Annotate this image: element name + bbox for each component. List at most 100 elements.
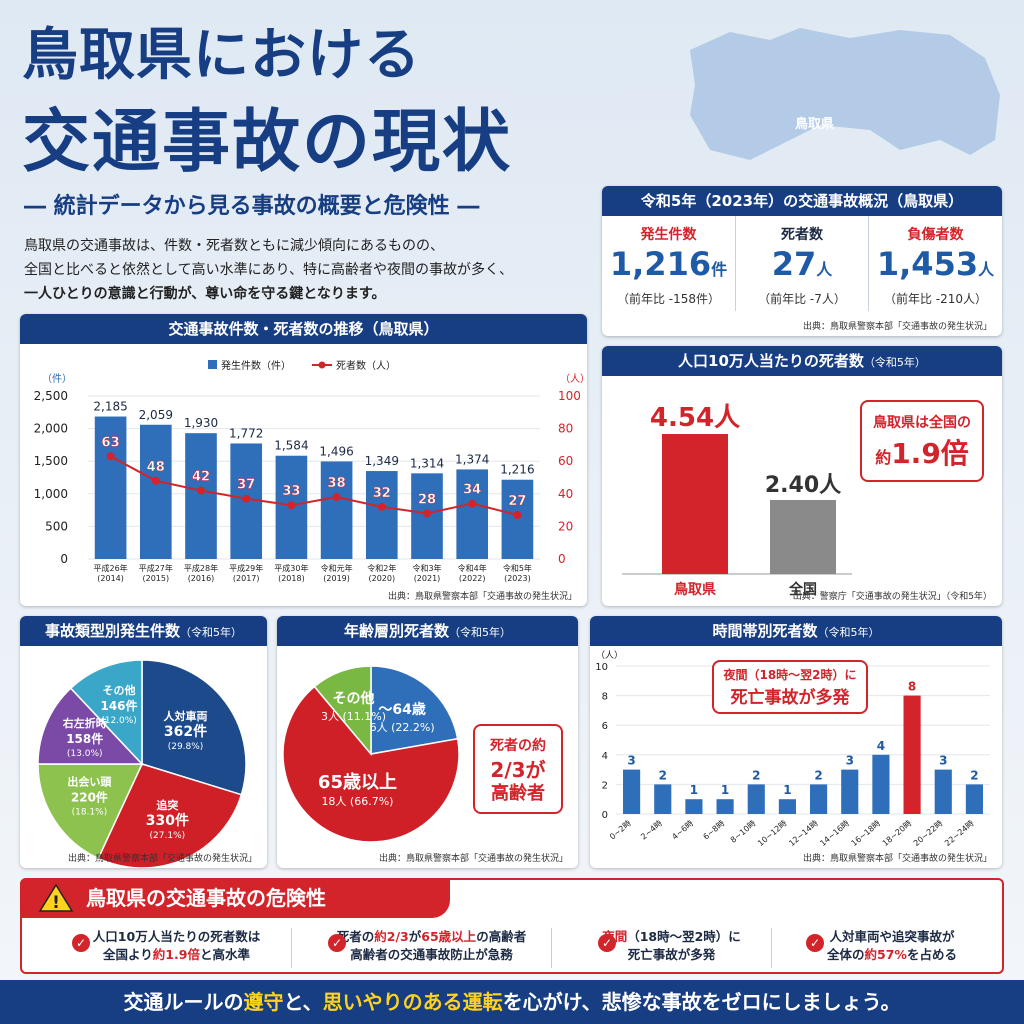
bar-value-label: 2,059 (139, 408, 173, 422)
source-note: 出典：鳥取県警察本部「交通事故の発生状況」 (802, 854, 992, 864)
risk-item: ✓ 死者の約2/3が65歳以上の高齢者 高齢者の交通事故防止が急務 (312, 928, 552, 968)
trend-panel: 交通事故件数・死者数の推移（鳥取県） （件） （人） 発生件数（件） 死者数（人） 0 0… (20, 314, 587, 606)
death-value-label: 33 (282, 484, 300, 499)
bar-value-label: 1,496 (319, 444, 353, 458)
left-tick-label: 2,500 (34, 389, 68, 403)
death-marker (106, 452, 115, 461)
x-tick-label: 4~6時 (670, 819, 695, 842)
legend-line-label: 死者数（人） (336, 359, 396, 372)
slice-name: ～64歳 (378, 701, 425, 718)
bar (623, 769, 641, 814)
summary-cell-accidents: 発生件数 1,216件 （前年比 -158件） (602, 216, 736, 311)
bar-value-label: 1,349 (365, 454, 399, 468)
bar-value-label: 8 (908, 680, 916, 694)
intro-line: 鳥取県の交通事故は、件数・死者数ともに減少傾向にあるものの、 (24, 238, 444, 254)
left-tick-label: 2,000 (34, 422, 68, 436)
pie-slice (141, 659, 247, 796)
x-tick-label: 12~14時 (787, 819, 820, 848)
pie-slice (97, 763, 243, 868)
intro-text: 鳥取県の交通事故は、件数・死者数ともに減少傾向にあるものの、 全国と比べると依然… (24, 234, 584, 306)
bar-value-label: 3 (939, 754, 947, 768)
x-tick-label: 平成29年 (229, 563, 263, 573)
bar-value-label: 4.54人 (650, 403, 740, 433)
death-value-label: 48 (147, 460, 165, 475)
page-title-line1: 鳥取県における (22, 22, 421, 88)
x-tick-year: (2021) (414, 574, 441, 583)
bar-value-label: 1 (690, 783, 698, 797)
death-value-label: 34 (463, 483, 481, 498)
per-capita-panel: 人口10万人当たりの死者数（令和5年） 4.54人 鳥取県 2.40人 全国 鳥取県は… (602, 346, 1002, 606)
bar-value-label: 1,772 (229, 426, 263, 440)
slice-value: 18人 (66.7%) (321, 795, 393, 808)
age-title: 年齢層別死者数（令和5年） (277, 616, 578, 646)
summary-value: 27人 (771, 245, 833, 283)
slice-name: 人対車両 (164, 709, 208, 723)
x-tick-label: 令和元年 (321, 563, 353, 573)
death-marker (332, 493, 341, 502)
legend-line-marker (318, 361, 326, 369)
bar (716, 799, 734, 814)
bar-value-label: 1,584 (274, 439, 308, 453)
slice-value: 158件 (66, 731, 103, 746)
legend-bar-label: 発生件数（件） (221, 359, 291, 372)
x-tick-label: 平成27年 (139, 563, 173, 573)
bar (810, 784, 828, 814)
risk-item: ✓ 人口10万人当たりの死者数は 全国より約1.9倍と高水準 (62, 928, 292, 968)
death-marker (151, 476, 160, 485)
pie-slice (313, 665, 372, 757)
x-tick-label: 平成26年 (94, 563, 128, 573)
y-tick-label: 4 (602, 751, 608, 762)
summary-value: 1,216件 (609, 245, 728, 283)
source-note: 出典：鳥取県警察本部「交通事故の発生状況」 (378, 854, 568, 864)
bar-value-label: 2 (752, 768, 760, 782)
page-subtitle: ― 統計データから見る事故の概要と危険性 ― (24, 194, 480, 219)
slice-value: 146件 (100, 698, 137, 713)
x-tick-label: 22~24時 (943, 819, 976, 848)
bar-value-label: 2 (659, 768, 667, 782)
right-tick-label: 40 (558, 487, 573, 501)
risk-item: ✓ 夜間（18時～翌2時）に 死亡事故が多発 (572, 928, 772, 968)
bar (770, 499, 836, 574)
bar (934, 769, 952, 814)
x-tick-year: (2022) (459, 574, 486, 583)
bar (872, 754, 890, 814)
slice-percent: (12.0%) (101, 716, 137, 726)
y-axis-unit: （人） (596, 650, 623, 661)
y-tick-label: 8 (602, 692, 608, 703)
bar-value-label: 1,314 (410, 456, 444, 470)
intro-line: 一人ひとりの意識と行動が、尊い命を守る鍵となります。 (24, 286, 386, 302)
source-note: 出典：鳥取県警察本部「交通事故の発生状況」 (802, 322, 992, 332)
x-tick-label: 令和5年 (503, 563, 532, 573)
age-callout: 死者の約 2/3が 高齢者 (473, 724, 563, 814)
right-tick-label: 100 (558, 389, 581, 403)
slice-value: 362件 (164, 723, 207, 740)
bar-value-label: 4 (877, 739, 885, 753)
slice-name: その他 (333, 690, 375, 707)
source-note: 出典：鳥取県警察本部「交通事故の発生状況」 (387, 592, 577, 602)
slice-value: 3人 (11.1%) (321, 710, 386, 723)
death-value-label: 28 (418, 492, 436, 507)
slice-name: 右左折時 (62, 716, 107, 730)
death-value-label: 37 (237, 478, 255, 493)
bar (662, 434, 728, 574)
x-tick-year: (2014) (97, 574, 124, 583)
y-tick-label: 2 (602, 780, 608, 791)
death-marker (242, 494, 251, 503)
x-tick-label: 0~2時 (608, 819, 633, 842)
x-tick-year: (2015) (142, 574, 169, 583)
left-tick-label: 500 (45, 519, 68, 533)
svg-text:!: ! (52, 893, 60, 913)
summary-label: 負傷者数 (907, 227, 964, 243)
left-tick-label: 0 (60, 552, 68, 566)
summary-change: （前年比 -7人） (758, 292, 846, 306)
bar-value-label: 1,930 (184, 416, 218, 430)
death-marker (197, 486, 205, 495)
bar-value-label: 3 (627, 754, 635, 768)
summary-panel: 令和5年（2023年）の交通事故概況（鳥取県） 発生件数 1,216件 （前年比… (602, 186, 1002, 336)
x-tick-label: 令和4年 (458, 563, 487, 573)
summary-change: （前年比 -210人） (883, 292, 988, 306)
risk-item: ✓ 人対車両や追突事故が 全体の約57%を占める (792, 928, 992, 968)
death-marker (513, 510, 522, 519)
accident-type-panel: 事故類型別発生件数（令和5年） 人対車両 362件 (29.8%) 追突 330件 (27… (20, 616, 267, 868)
